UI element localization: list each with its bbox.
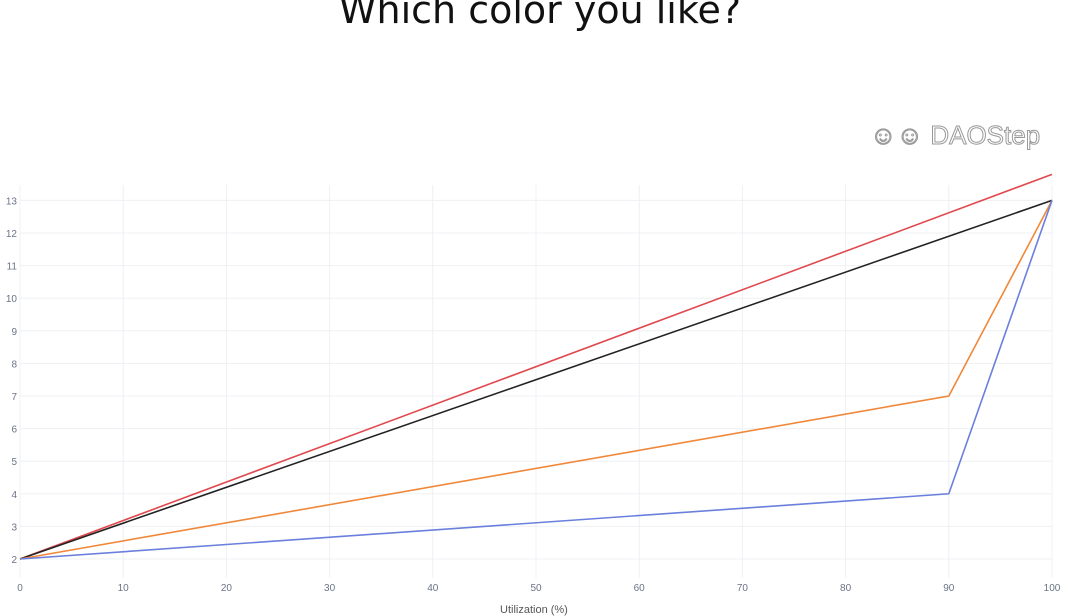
- x-tick-label: 80: [840, 583, 852, 594]
- watermark-text: DAOStep: [930, 120, 1041, 151]
- series-line-0: [19, 173, 1053, 560]
- series-line-1: [19, 199, 1053, 560]
- y-tick-label: 11: [7, 262, 18, 273]
- x-tick-label: 20: [221, 583, 233, 594]
- series-line-3: [19, 200, 1053, 560]
- x-tick-label: 10: [118, 583, 130, 594]
- x-tick-label: 100: [1044, 583, 1061, 594]
- y-tick-label: 5: [11, 457, 17, 468]
- x-tick-label: 0: [17, 583, 23, 594]
- series-line-2: [19, 200, 1053, 560]
- x-tick-label: 70: [737, 583, 749, 594]
- y-tick-label: 12: [6, 229, 18, 240]
- y-tick-label: 13: [6, 196, 18, 207]
- y-tick-label: 4: [11, 490, 17, 501]
- x-tick-label: 30: [324, 583, 336, 594]
- y-tick-label: 9: [11, 327, 17, 338]
- y-tick-label: 7: [11, 392, 17, 403]
- y-tick-label: 2: [11, 555, 17, 566]
- watermark-logo: ☺☺ DAOStep: [869, 120, 1041, 151]
- y-tick-label: 10: [6, 294, 18, 305]
- y-tick-label: 8: [11, 359, 17, 370]
- y-tick-label: 3: [11, 522, 17, 533]
- x-tick-label: 50: [530, 583, 542, 594]
- x-axis-label: Utilization (%): [500, 604, 568, 616]
- y-tick-label: 6: [11, 425, 17, 436]
- x-tick-label: 40: [427, 583, 439, 594]
- chart-title: Which color you like?: [338, 0, 742, 32]
- x-tick-label: 90: [943, 583, 955, 594]
- x-tick-label: 60: [634, 583, 646, 594]
